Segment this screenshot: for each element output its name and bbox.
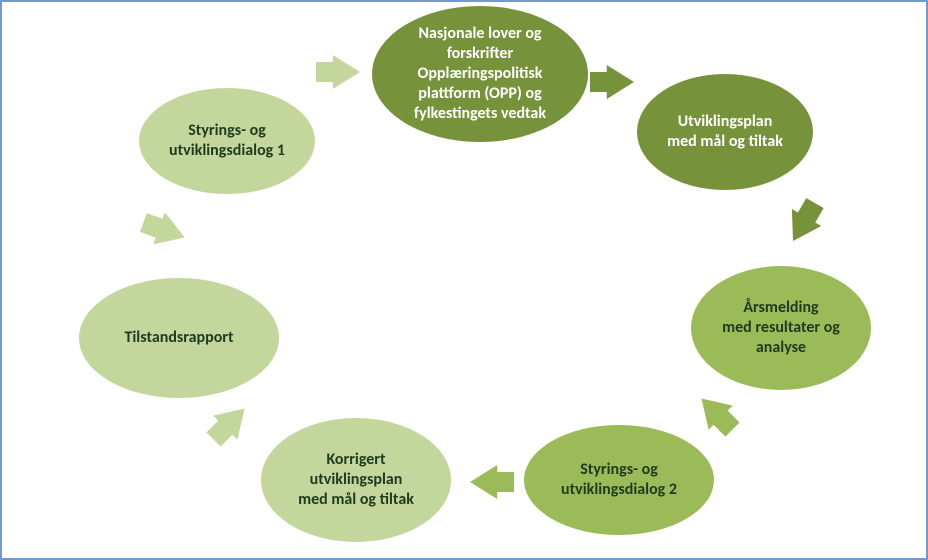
arrow-plan-to-aars — [778, 194, 829, 249]
node-dialog1-label: Styrings- og utviklingsdialog 1 — [155, 121, 299, 161]
arrow-dialog2-to-korrigert — [470, 465, 514, 499]
node-top: Nasjonale lover og forskrifterOpplærings… — [372, 6, 588, 142]
node-plan-label: Utviklingsplanmed mål og tiltak — [667, 112, 783, 152]
node-tilstand-label: Tilstandsrapport — [124, 328, 233, 348]
node-aars: Årsmeldingmed resultater og analyse — [691, 266, 871, 390]
node-dialog2: Styrings- og utviklingsdialog 2 — [524, 425, 714, 535]
diagram-frame: Nasjonale lover og forskrifterOpplærings… — [0, 0, 928, 560]
arrow-dialog1-to-top — [316, 55, 360, 89]
node-dialog2-label: Styrings- og utviklingsdialog 2 — [540, 460, 698, 500]
node-top-label: Nasjonale lover og forskrifterOpplærings… — [388, 24, 572, 124]
arrow-aars-to-dialog2 — [689, 386, 744, 441]
arrow-korrigert-to-tilstand — [201, 396, 256, 451]
node-aars-label: Årsmeldingmed resultater og analyse — [707, 298, 855, 358]
node-korrigert: Korrigertutviklingsplanmed mål og tiltak — [261, 418, 451, 542]
node-dialog1: Styrings- og utviklingsdialog 1 — [139, 88, 315, 194]
node-plan: Utviklingsplanmed mål og tiltak — [637, 74, 813, 190]
arrow-tilstand-to-dialog1 — [138, 207, 191, 254]
arrow-top-to-plan — [590, 65, 634, 99]
node-korrigert-label: Korrigertutviklingsplanmed mål og tiltak — [298, 450, 414, 510]
node-tilstand: Tilstandsrapport — [79, 278, 279, 398]
